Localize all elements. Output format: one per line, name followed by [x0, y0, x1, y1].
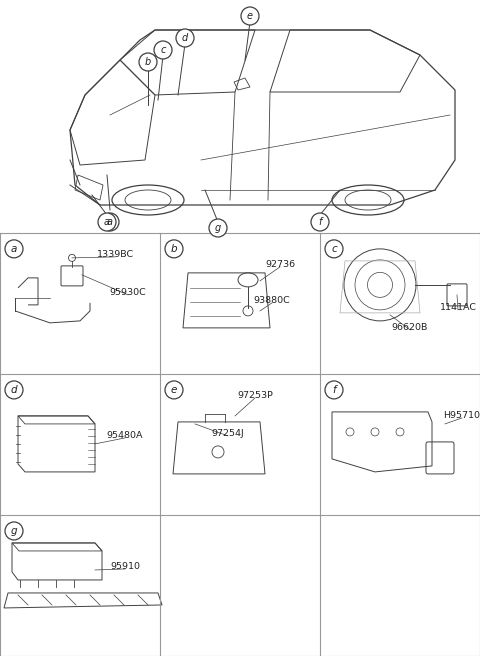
Text: f: f	[318, 217, 322, 227]
Circle shape	[241, 7, 259, 25]
Circle shape	[209, 219, 227, 237]
Text: e: e	[247, 11, 253, 21]
Circle shape	[325, 381, 343, 399]
Text: 95910: 95910	[110, 562, 140, 571]
Text: c: c	[160, 45, 166, 55]
Text: a: a	[107, 217, 113, 227]
Text: d: d	[182, 33, 188, 43]
Text: H95710: H95710	[444, 411, 480, 420]
Circle shape	[98, 213, 116, 231]
Circle shape	[325, 240, 343, 258]
Text: 92736: 92736	[265, 260, 295, 270]
Circle shape	[5, 240, 23, 258]
Text: e: e	[171, 385, 177, 395]
Circle shape	[165, 381, 183, 399]
Circle shape	[165, 240, 183, 258]
Circle shape	[154, 41, 172, 59]
Text: g: g	[11, 526, 17, 536]
Text: 95480A: 95480A	[107, 432, 143, 440]
Text: g: g	[215, 223, 221, 233]
Text: 95930C: 95930C	[109, 289, 146, 297]
Text: a: a	[104, 217, 110, 227]
Text: d: d	[11, 385, 17, 395]
Circle shape	[5, 381, 23, 399]
Circle shape	[176, 29, 194, 47]
Circle shape	[311, 213, 329, 231]
Text: 1339BC: 1339BC	[96, 251, 133, 259]
Circle shape	[5, 522, 23, 540]
Text: c: c	[331, 244, 337, 254]
Circle shape	[101, 213, 119, 231]
Circle shape	[139, 53, 157, 71]
Text: b: b	[145, 57, 151, 67]
Text: 97254J: 97254J	[212, 430, 244, 438]
Text: 96620B: 96620B	[392, 323, 428, 333]
Text: f: f	[332, 385, 336, 395]
Text: b: b	[171, 244, 177, 254]
Text: 97253P: 97253P	[237, 392, 273, 400]
Text: 93880C: 93880C	[253, 297, 290, 306]
Text: a: a	[11, 244, 17, 254]
Text: 1141AC: 1141AC	[440, 303, 477, 312]
